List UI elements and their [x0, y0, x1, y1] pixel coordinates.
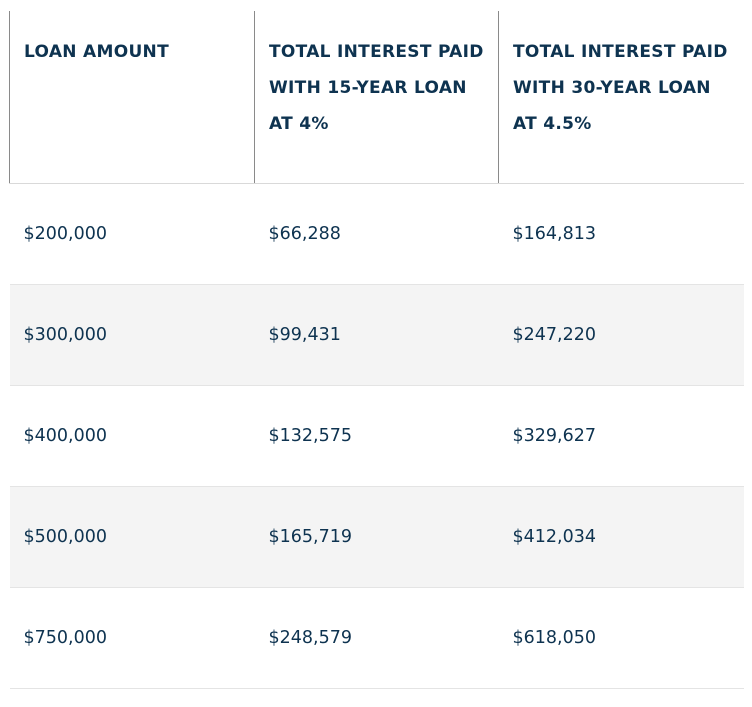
column-header-15-year-interest: TOTAL INTEREST PAID WITH 15-YEAR LOAN AT…: [254, 11, 499, 184]
interest-30-year-cell: $618,050: [498, 587, 744, 689]
interest-15-year-cell: $248,579: [254, 587, 499, 689]
interest-15-year-cell: $99,431: [254, 284, 499, 386]
column-header-30-year-interest: TOTAL INTEREST PAID WITH 30-YEAR LOAN AT…: [498, 11, 744, 184]
loan-amount-cell: $750,000: [9, 587, 255, 689]
table-row: $300,000 $99,431 $247,220: [9, 284, 744, 386]
interest-15-year-cell: $66,288: [254, 183, 499, 285]
table-header: LOAN AMOUNT TOTAL INTEREST PAID WITH 15-…: [9, 11, 744, 184]
loan-amount-cell: $200,000: [9, 183, 255, 285]
loan-amount-cell: $500,000: [9, 486, 255, 588]
table-body: $200,000 $66,288 $164,813 $300,000 $99,4…: [9, 183, 744, 689]
column-header-loan-amount: LOAN AMOUNT: [9, 11, 255, 184]
table-row: $500,000 $165,719 $412,034: [9, 486, 744, 588]
loan-amount-cell: $300,000: [9, 284, 255, 386]
table-row: $400,000 $132,575 $329,627: [9, 385, 744, 487]
interest-30-year-cell: $247,220: [498, 284, 744, 386]
loan-interest-table: LOAN AMOUNT TOTAL INTEREST PAID WITH 15-…: [9, 11, 744, 689]
interest-15-year-cell: $132,575: [254, 385, 499, 487]
table-row: $750,000 $248,579 $618,050: [9, 587, 744, 689]
loan-amount-cell: $400,000: [9, 385, 255, 487]
table-row: $200,000 $66,288 $164,813: [9, 183, 744, 285]
interest-30-year-cell: $164,813: [498, 183, 744, 285]
interest-15-year-cell: $165,719: [254, 486, 499, 588]
interest-30-year-cell: $329,627: [498, 385, 744, 487]
header-row: LOAN AMOUNT TOTAL INTEREST PAID WITH 15-…: [9, 11, 744, 184]
interest-30-year-cell: $412,034: [498, 486, 744, 588]
